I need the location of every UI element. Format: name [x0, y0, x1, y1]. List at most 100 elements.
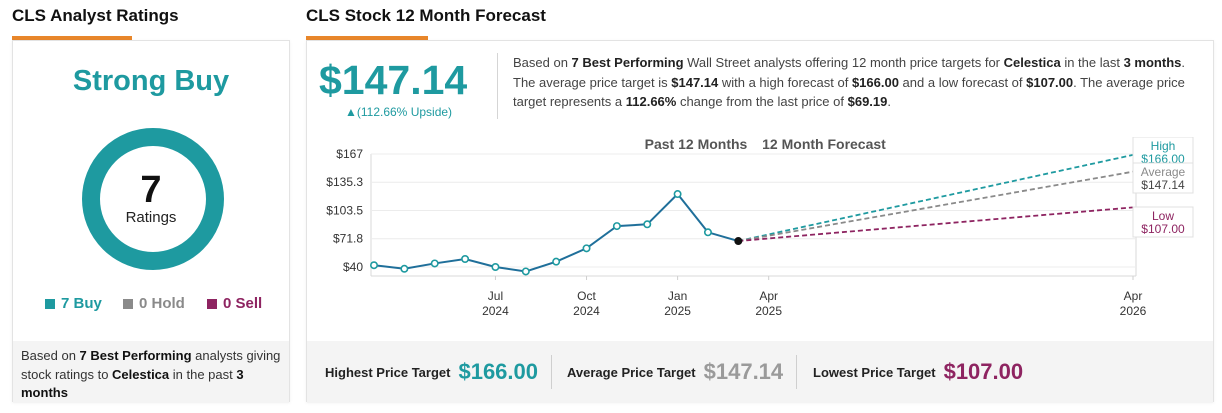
history-data-point [582, 244, 591, 253]
lowest-target-label: Lowest Price Target [813, 364, 936, 380]
forecast-summary: Based on 7 Best Performing Wall Street a… [513, 53, 1203, 112]
forecast-label-box-average [1132, 162, 1194, 194]
legend-hold: 0 Hold [123, 295, 185, 312]
hold-swatch-icon [123, 298, 133, 309]
ratings-donut-chart [82, 128, 224, 270]
legend-buy-label: 7 Buy [61, 295, 102, 312]
x-tick-month: Apr [1124, 289, 1143, 303]
summary-average: $147.14 [671, 74, 719, 90]
right-title-underline [306, 36, 428, 40]
analyst-ratings-card: Strong Buy 7 Ratings 7 Buy 0 Hold 0 Sell… [12, 40, 290, 403]
history-data-point [673, 190, 682, 199]
legend-sell: 0 Sell [207, 295, 262, 312]
summary-change-percent: 112.66% [625, 94, 677, 109]
upside-percent: ▲(112.66% Upside) [345, 105, 453, 119]
history-data-point [643, 220, 652, 229]
y-tick-label: $167 [336, 147, 363, 161]
average-target-label: Average Price Target [567, 364, 696, 380]
summary-text: change from the last price of [676, 94, 848, 109]
y-tick-label: $71.8 [333, 232, 363, 246]
forecast-label-name: Average [1141, 165, 1186, 179]
lowest-target-value: $107.00 [943, 359, 1024, 384]
summary-text: . The average price target is [513, 55, 1186, 90]
x-tick-month: Jul [488, 289, 503, 303]
chart-header-past: Past 12 Months [645, 137, 748, 152]
summary-analysts: 7 Best Performing [571, 55, 684, 70]
footnote-analysts: 7 Best Performing [79, 348, 192, 363]
chart-header-forecast: 12 Month Forecast [762, 137, 886, 152]
stat-divider [796, 355, 797, 389]
y-tick-label: $40 [343, 260, 363, 274]
buy-swatch-icon [45, 298, 55, 309]
lowest-price-target: Lowest Price Target $107.00 [813, 341, 1023, 403]
summary-text: with a high forecast of [718, 74, 852, 90]
x-tick-year: 2024 [482, 304, 509, 318]
summary-text: . [887, 94, 891, 109]
forecast-title: CLS Stock 12 Month Forecast [306, 6, 546, 25]
forecast-label-box-low [1132, 206, 1194, 238]
footnote-text: Based on [21, 348, 80, 363]
x-tick-year: 2025 [664, 304, 691, 318]
summary-text: Wall Street analysts offering 12 month p… [683, 55, 1004, 70]
y-tick-label: $103.5 [326, 204, 363, 218]
donut-buy-arc [82, 128, 224, 270]
x-tick-month: Apr [759, 289, 778, 303]
highest-target-value: $166.00 [458, 359, 538, 384]
ratings-footnote: Based on 7 Best Performing analysts givi… [13, 341, 289, 403]
history-data-point [400, 264, 409, 273]
legend-buy: 7 Buy [45, 295, 102, 312]
left-title-underline [12, 36, 132, 40]
forecast-line-low [738, 206, 1134, 242]
consensus-rating: Strong Buy [72, 65, 230, 97]
average-target-value: $147.14 [703, 359, 784, 384]
last-price-point [734, 237, 743, 246]
history-data-point [552, 257, 561, 266]
history-data-point [461, 254, 470, 263]
highest-price-target: Highest Price Target $166.00 [325, 341, 538, 403]
summary-text: in the last [1060, 55, 1124, 70]
history-data-point [430, 259, 439, 268]
summary-last-price: $69.19 [847, 94, 888, 109]
highest-target-label: Highest Price Target [325, 364, 451, 380]
average-price-target-stat: Average Price Target $147.14 [567, 341, 783, 403]
price-forecast-chart: $167 $135.3 $103.5 $71.8 $40 Past 12 Months 12… [326, 137, 1194, 318]
summary-company: Celestica [1003, 55, 1061, 70]
summary-low: $107.00 [1026, 74, 1074, 90]
average-price-target: $147.14 [319, 57, 468, 103]
forecast-card: $147.14 ▲(112.66% Upside) Based on 7 Bes… [306, 40, 1214, 403]
forecast-label-value: $147.14 [1141, 178, 1185, 192]
legend-sell-label: 0 Sell [223, 295, 263, 312]
footnote-text: in the past [169, 366, 237, 382]
forecast-label-value: $107.00 [1141, 222, 1185, 236]
x-tick-month: Oct [577, 289, 596, 303]
analyst-ratings-title: CLS Analyst Ratings [12, 6, 179, 25]
sell-swatch-icon [207, 298, 217, 309]
x-tick-year: 2026 [1120, 304, 1147, 318]
price-target-bar: Highest Price Target $166.00 Average Pri… [307, 341, 1213, 403]
summary-text: and a low forecast of [898, 74, 1027, 90]
x-tick-year: 2025 [755, 304, 782, 318]
footnote-period: 3 months [21, 366, 244, 401]
history-data-point [521, 267, 530, 276]
x-tick-year: 2024 [573, 304, 600, 318]
header-divider [497, 53, 498, 119]
summary-high: $166.00 [851, 74, 899, 90]
stat-divider [551, 355, 552, 389]
history-data-point [491, 263, 500, 272]
x-tick-month: Jan [668, 289, 687, 303]
history-data-point [369, 261, 378, 270]
total-ratings-count: 7 [140, 169, 162, 211]
forecast-line-average [738, 170, 1134, 242]
total-ratings-label: Ratings [125, 209, 177, 226]
footnote-company: Celestica [112, 366, 170, 382]
summary-text: Based on [513, 55, 572, 70]
legend-hold-label: 0 Hold [139, 295, 185, 312]
summary-text: . The average price target represents a [513, 74, 1185, 110]
footnote-text: analysts giving stock ratings to [21, 348, 281, 382]
history-data-point [703, 228, 712, 237]
forecast-line-high [738, 154, 1134, 242]
forecast-label-box-high [1132, 137, 1194, 168]
forecast-label-name: High [1151, 139, 1176, 153]
y-tick-label: $135.3 [326, 175, 363, 189]
history-data-point [612, 222, 621, 231]
